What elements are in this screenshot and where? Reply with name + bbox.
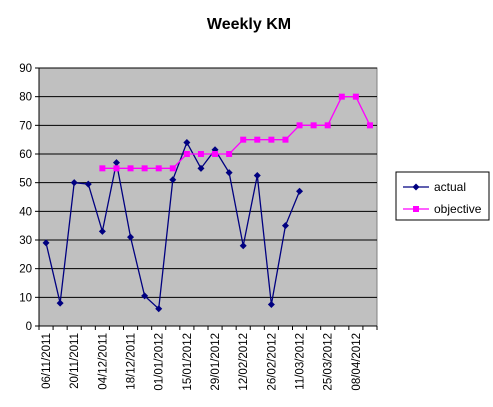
x-tick-label: 06/11/2011 xyxy=(41,333,53,389)
data-point xyxy=(225,169,233,177)
data-point xyxy=(98,227,106,235)
y-tick-label: 80 xyxy=(19,92,32,104)
data-point xyxy=(324,122,331,129)
data-point xyxy=(183,151,190,157)
y-tick-label: 10 xyxy=(19,292,32,304)
data-point xyxy=(84,180,92,188)
data-point xyxy=(127,165,134,172)
data-point xyxy=(70,179,78,187)
data-point xyxy=(254,136,261,143)
data-point xyxy=(169,165,176,172)
legend-label-actual: actual xyxy=(434,180,466,194)
y-tick-label: 0 xyxy=(26,321,32,333)
y-tick-label: 60 xyxy=(19,149,32,161)
series-layer xyxy=(42,93,373,313)
data-point xyxy=(296,122,303,129)
data-point xyxy=(113,165,120,172)
x-tick-label: 12/02/2012 xyxy=(238,333,250,391)
plot-area xyxy=(38,67,378,327)
legend-label-objective: objective xyxy=(434,202,482,216)
data-point xyxy=(366,122,373,129)
data-point xyxy=(310,122,317,129)
x-tick-label: 01/01/2012 xyxy=(154,333,166,391)
data-point xyxy=(212,151,219,157)
x-axis-tick-labels: 06/11/2011 20/11/2011 04/12/2011 18/12/2011… xyxy=(41,333,363,391)
data-point xyxy=(183,139,191,147)
y-tick-label: 30 xyxy=(19,235,32,247)
data-point xyxy=(56,299,64,307)
data-point xyxy=(42,239,50,247)
data-point xyxy=(141,292,149,300)
y-tick-label: 20 xyxy=(19,264,32,276)
data-point xyxy=(127,233,135,241)
data-point xyxy=(169,176,177,184)
chart-title: Weekly KM xyxy=(207,16,291,33)
legend-marker-actual xyxy=(412,183,420,191)
data-point xyxy=(99,165,106,172)
data-point xyxy=(239,242,247,250)
data-point xyxy=(112,159,120,167)
data-point xyxy=(197,151,204,157)
legend: actual objective xyxy=(395,171,490,221)
x-tick-label: 08/04/2012 xyxy=(351,333,363,391)
x-tick-label: 15/01/2012 xyxy=(182,333,194,391)
data-point xyxy=(226,151,233,157)
data-point xyxy=(253,172,261,179)
y-tick-label: 90 xyxy=(19,63,32,75)
data-point xyxy=(296,187,304,195)
x-tick-label: 04/12/2011 xyxy=(97,333,109,390)
data-point xyxy=(352,93,359,100)
y-tick-label: 40 xyxy=(19,206,32,218)
x-tick-label: 18/12/2011 xyxy=(126,333,138,390)
data-point xyxy=(155,165,162,172)
x-tick-label: 29/01/2012 xyxy=(210,333,222,391)
data-point xyxy=(141,165,148,172)
x-tick-label: 26/02/2012 xyxy=(266,333,278,391)
y-tick-label: 50 xyxy=(19,178,32,190)
data-point xyxy=(155,305,163,313)
data-point xyxy=(338,93,345,100)
data-point xyxy=(240,136,247,143)
x-tick-label: 25/03/2012 xyxy=(323,333,335,391)
y-axis-tick-labels: 0 10 20 30 40 50 60 70 80 90 xyxy=(19,63,32,333)
data-point xyxy=(268,136,275,143)
x-tick-label: 20/11/2011 xyxy=(69,333,81,389)
data-point xyxy=(282,136,289,143)
legend-marker-objective xyxy=(413,206,419,212)
data-point xyxy=(267,301,275,308)
data-point xyxy=(197,164,205,172)
y-tick-label: 70 xyxy=(19,120,32,132)
legend-box xyxy=(395,171,490,221)
data-point xyxy=(281,222,289,230)
series-objective xyxy=(99,93,373,172)
x-tick-label: 11/03/2012 xyxy=(295,333,307,390)
